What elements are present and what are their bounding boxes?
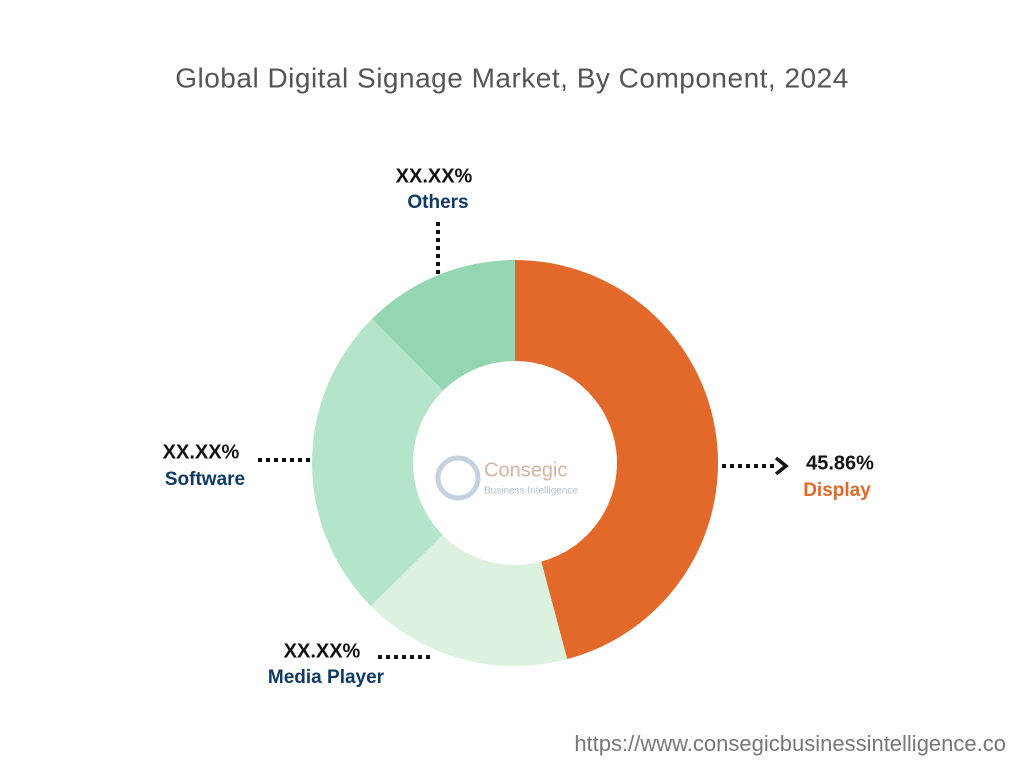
watermark-name: Consegic: [484, 459, 567, 481]
donut-slice: [311, 318, 444, 607]
source-url: https://www.consegicbusinessintelligence…: [574, 731, 1006, 756]
category-label: Others: [407, 192, 468, 213]
category-label: Display: [803, 480, 871, 501]
watermark: Consegic Business Intelligence: [435, 455, 578, 501]
value-label: XX.XX%: [284, 640, 361, 662]
donut-slice: [371, 260, 515, 391]
donut: [311, 260, 718, 666]
watermark-logo: [435, 455, 481, 501]
donut-slice: [515, 260, 718, 660]
value-label: 45.86%: [806, 452, 874, 474]
category-label: Media Player: [268, 667, 385, 688]
category-label: Software: [165, 469, 245, 490]
value-label: XX.XX%: [163, 441, 240, 463]
leader-arrow: [774, 456, 789, 476]
donut-slice: [370, 534, 568, 666]
value-label: XX.XX%: [396, 165, 473, 187]
chart-title: Global Digital Signage Market, By Compon…: [175, 62, 849, 93]
watermark-subtitle: Business Intelligence: [484, 486, 578, 497]
